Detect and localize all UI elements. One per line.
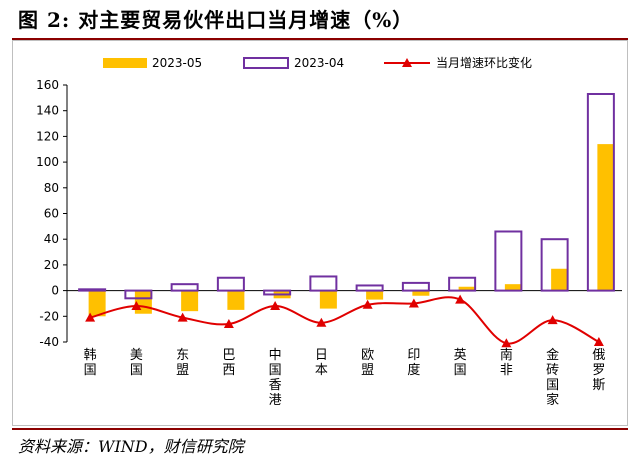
change-line: [89, 296, 600, 345]
bar-2023-05: [366, 290, 384, 300]
bar-2023-05: [319, 290, 337, 309]
legend-swatch-2023-04: [243, 57, 289, 69]
category-label: 印度: [407, 348, 420, 378]
change-line-marker: [455, 294, 466, 304]
bottom-rule: [12, 428, 628, 430]
y-tick-label: 0: [51, 284, 59, 298]
category-label: 韩国: [84, 348, 97, 378]
y-tick-label: 80: [44, 181, 59, 195]
y-tick-label: 100: [36, 155, 59, 169]
chart-frame: [12, 40, 628, 426]
change-line-marker: [85, 312, 96, 322]
legend-label-2023-04: 2023-04: [294, 56, 344, 70]
category-label: 巴西: [222, 348, 235, 378]
change-line-marker: [547, 315, 558, 325]
y-tick-label: -40: [39, 335, 59, 349]
legend-line-marker: [402, 58, 412, 67]
category-label: 金砖国家: [546, 347, 559, 408]
bar-2023-04: [494, 230, 523, 292]
y-tick-label: 40: [44, 232, 59, 246]
change-line-marker: [501, 338, 512, 348]
change-line-marker: [316, 317, 327, 327]
chart-title: 图 2: 对主要贸易伙伴出口当月增速（%）: [18, 8, 414, 32]
bar-2023-05: [88, 290, 106, 317]
bar-2023-04: [540, 238, 569, 292]
bar-2023-04: [170, 283, 199, 292]
category-label: 欧盟: [361, 348, 374, 378]
change-line-marker: [177, 312, 188, 322]
top-rule: [12, 38, 628, 40]
change-line-marker: [408, 298, 419, 308]
legend-swatch-2023-05: [103, 58, 147, 68]
category-label: 俄罗斯: [592, 348, 605, 393]
change-line-marker: [223, 319, 234, 329]
y-tick-label: 120: [36, 129, 59, 143]
category-label: 美国: [130, 348, 143, 378]
bar-2023-04: [309, 275, 338, 292]
bar-2023-05: [134, 290, 152, 314]
bar-2023-04: [586, 92, 615, 292]
change-line-marker: [593, 337, 604, 346]
bar-2023-04: [355, 284, 384, 292]
legend-label-2023-05: 2023-05: [152, 56, 202, 70]
bar-2023-05: [597, 144, 615, 291]
bar-2023-05: [181, 290, 199, 312]
bar-2023-05: [504, 284, 522, 291]
bar-2023-04: [263, 289, 292, 296]
y-tick-label: 20: [44, 258, 59, 272]
bar-2023-04: [448, 276, 477, 292]
y-tick-label: -20: [39, 309, 59, 323]
category-label: 中国香港: [269, 348, 282, 408]
bar-2023-04: [124, 289, 153, 300]
source-note: 资料来源：WIND，财信研究院: [18, 437, 244, 456]
change-line-marker: [270, 301, 281, 311]
change-line-marker: [131, 301, 142, 311]
change-line-marker: [362, 299, 373, 309]
category-label: 日本: [315, 348, 328, 378]
legend-label-change: 当月增速环比变化: [436, 55, 532, 70]
category-label: 英国: [454, 348, 467, 378]
y-tick-label: 60: [44, 207, 59, 221]
bar-2023-05: [551, 268, 569, 291]
bar-2023-05: [458, 286, 476, 291]
bar-2023-04: [216, 276, 245, 292]
y-tick-label: 140: [36, 104, 59, 118]
bar-2023-04: [78, 288, 107, 292]
category-label: 东盟: [176, 348, 189, 378]
category-label: 南非: [500, 347, 513, 378]
bar-2023-05: [227, 290, 245, 310]
bar-2023-05: [412, 290, 430, 296]
y-tick-label: 160: [36, 78, 59, 92]
bar-2023-04: [401, 281, 430, 292]
